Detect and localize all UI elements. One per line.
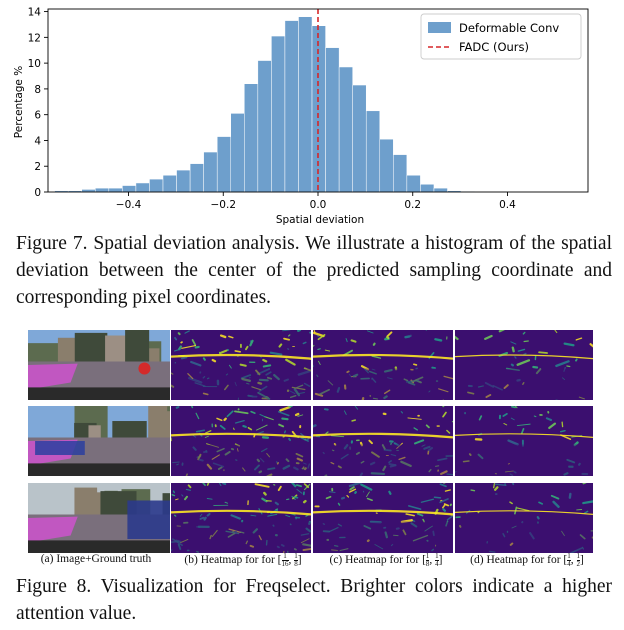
legend-entry-deformable: Deformable Conv: [459, 21, 559, 35]
attention-heatmap: [313, 406, 453, 476]
histogram-bar: [176, 169, 191, 193]
attention-heatmap: [171, 483, 311, 553]
legend: Deformable Conv FADC (Ours): [420, 13, 582, 60]
heatmap-drawing: [313, 406, 453, 476]
frac-b-hi-den: 8: [294, 560, 298, 568]
heatmap-drawing: [313, 330, 453, 400]
y-tick-label: 8: [34, 84, 41, 96]
figure-8-caption: Figure 8. Visualization for Freqselect. …: [16, 576, 612, 624]
frac-d-lo-num: 1: [567, 552, 571, 561]
heatmap-drawing: [171, 406, 311, 476]
histogram-bar: [271, 35, 286, 193]
frac-b-lo-num: 1: [281, 552, 289, 561]
histogram-chart: 0 2 4 6 8 10 12 14 −0.4 −0.2 0.0 0.2 0.4 Percentage…: [13, 7, 589, 226]
label-c-prefix: (c): [329, 554, 343, 566]
histogram-bar: [406, 174, 421, 193]
histogram-bar: [257, 60, 272, 193]
attention-heatmap: [313, 483, 453, 553]
heatmap-drawing: [455, 330, 593, 400]
x-axis-ticks: −0.4 −0.2 0.0 0.2 0.4: [116, 192, 516, 211]
label-d-heatmap: Heatmap for: [486, 554, 545, 566]
frac-d-hi-den: 2: [576, 560, 581, 568]
y-tick-label: 12: [28, 32, 41, 44]
street-scene-drawing: [28, 483, 170, 553]
label-b-heatmap: Heatmap for: [200, 554, 259, 566]
histogram-bars: [54, 16, 475, 193]
street-scene-image: [28, 330, 170, 400]
histogram-bar: [284, 20, 299, 193]
histogram-bar: [325, 47, 340, 193]
x-tick-label: −0.2: [211, 199, 237, 211]
legend-box: [420, 13, 582, 60]
histogram-bar: [203, 151, 218, 193]
column-label-heatmap-c: (c) Heatmap for for [1 8, 1 4]: [329, 552, 443, 568]
frac-d-lo-den: 4: [567, 560, 571, 568]
heatmap-drawing: [313, 483, 453, 553]
y-axis-ticks: 0 2 4 6 8 10 12 14: [28, 7, 48, 199]
frac-b-hi-num: 1: [294, 552, 298, 561]
histogram-bar: [244, 83, 259, 193]
legend-swatch-deformable: [428, 22, 451, 33]
column-label-image-ground-truth: (a) Image+Ground truth: [40, 553, 152, 565]
street-scene-drawing: [28, 406, 170, 476]
histogram-bar: [162, 174, 177, 193]
x-tick-label: 0.0: [310, 199, 327, 211]
y-tick-label: 4: [34, 135, 41, 147]
frac-b-lo-den: 16: [281, 560, 289, 568]
histogram-bar: [352, 84, 367, 193]
attention-heatmap: [171, 330, 311, 400]
frac-d-hi-num: 1: [576, 552, 580, 561]
y-tick-label: 6: [34, 110, 41, 122]
histogram-bar: [149, 178, 164, 193]
frac-c-lo-den: 8: [425, 560, 430, 568]
histogram-bar: [230, 113, 245, 193]
heatmap-drawing: [455, 406, 593, 476]
street-scene-drawing: [28, 330, 170, 400]
label-b-prefix: (b): [184, 554, 198, 566]
attention-heatmap: [455, 406, 593, 476]
attention-heatmap: [313, 330, 453, 400]
histogram-bar: [420, 184, 435, 193]
y-tick-label: 10: [28, 58, 41, 70]
histogram-bar: [189, 163, 204, 193]
histogram-bar: [108, 187, 123, 193]
histogram-bar: [216, 136, 231, 193]
heatmap-drawing: [171, 483, 311, 553]
x-tick-label: 0.4: [499, 199, 516, 211]
attention-heatmap: [455, 483, 593, 553]
y-axis-label: Percentage %: [13, 66, 25, 138]
x-axis-label: Spatial deviation: [276, 214, 364, 226]
x-tick-label: −0.4: [116, 199, 142, 211]
x-tick-label: 0.2: [404, 199, 421, 211]
histogram-bar: [393, 154, 408, 193]
attention-heatmap: [455, 330, 593, 400]
y-tick-label: 2: [34, 161, 41, 173]
histogram-bar: [95, 187, 110, 193]
histogram-bar: [365, 110, 381, 193]
histogram-bar: [311, 25, 326, 193]
figure-7-caption: Figure 7. Spatial deviation analysis. We…: [16, 233, 612, 308]
attention-heatmap: [171, 406, 311, 476]
frac-c-hi-den: 4: [435, 560, 439, 568]
frac-c-lo-num: 1: [425, 552, 430, 561]
histogram-bar: [135, 182, 150, 193]
y-tick-label: 0: [34, 187, 41, 199]
y-tick-label: 14: [28, 7, 42, 19]
heatmap-drawing: [171, 330, 311, 400]
label-d-prefix: (d): [470, 554, 484, 566]
street-scene-image: [28, 483, 170, 553]
histogram-bar: [433, 187, 448, 193]
column-label-heatmap-d: (d) Heatmap for for [1 4, 1 2]: [470, 552, 584, 568]
legend-entry-fadc: FADC (Ours): [459, 40, 529, 54]
frac-c-hi-num: 1: [435, 552, 439, 561]
label-c-heatmap: Heatmap for: [345, 554, 403, 566]
heatmap-drawing: [455, 483, 593, 553]
histogram-bar: [379, 138, 394, 193]
histogram-bar: [338, 66, 353, 193]
column-label-heatmap-b: (b) Heatmap for for [1 16, 1 8]: [184, 552, 302, 568]
histogram-bar: [122, 185, 137, 193]
street-scene-image: [28, 406, 170, 476]
histogram-bar: [298, 16, 313, 193]
